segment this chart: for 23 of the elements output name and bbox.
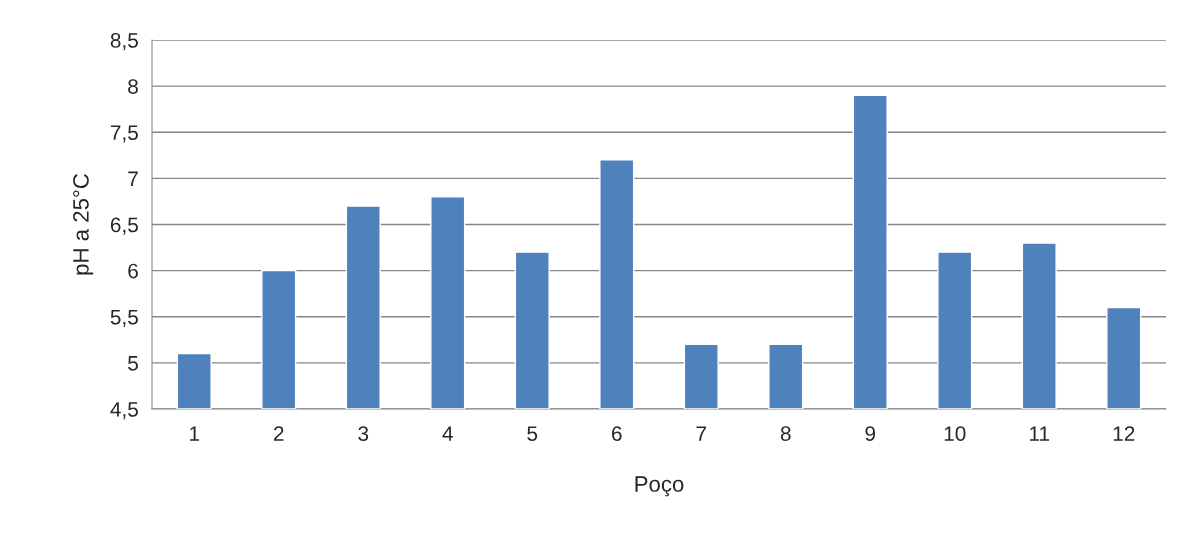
x-tick-label: 7 bbox=[696, 426, 706, 441]
x-tick-label: 11 bbox=[1030, 426, 1050, 441]
y-tick-label: 5 bbox=[128, 356, 138, 371]
x-tick-label: 6 bbox=[612, 426, 622, 441]
x-tick-label: 5 bbox=[527, 426, 538, 441]
y-tick-label: 5,5 bbox=[110, 309, 138, 327]
y-tick-label: 4,5 bbox=[110, 402, 138, 420]
x-tick-label: 10 bbox=[944, 426, 966, 441]
x-axis-title: Poço bbox=[635, 476, 684, 497]
y-tick-label: 8 bbox=[128, 79, 138, 94]
x-tick-label: 9 bbox=[865, 426, 876, 441]
x-tick-label: 12 bbox=[1113, 426, 1135, 441]
x-tick-label: 1 bbox=[190, 426, 200, 441]
y-tick-label: 7 bbox=[128, 171, 138, 186]
y-tick-label: 8,5 bbox=[110, 33, 138, 51]
x-tick-label: 8 bbox=[780, 426, 791, 441]
x-tick-label: 3 bbox=[358, 426, 369, 441]
y-axis-title: pH a 25°C bbox=[73, 173, 94, 275]
y-tick-label: 6,5 bbox=[110, 217, 138, 235]
y-tick-label: 6 bbox=[128, 263, 138, 279]
x-tick-label: 2 bbox=[274, 426, 284, 441]
y-tick-label: 7,5 bbox=[110, 125, 138, 143]
x-tick-label: 4 bbox=[442, 426, 453, 441]
